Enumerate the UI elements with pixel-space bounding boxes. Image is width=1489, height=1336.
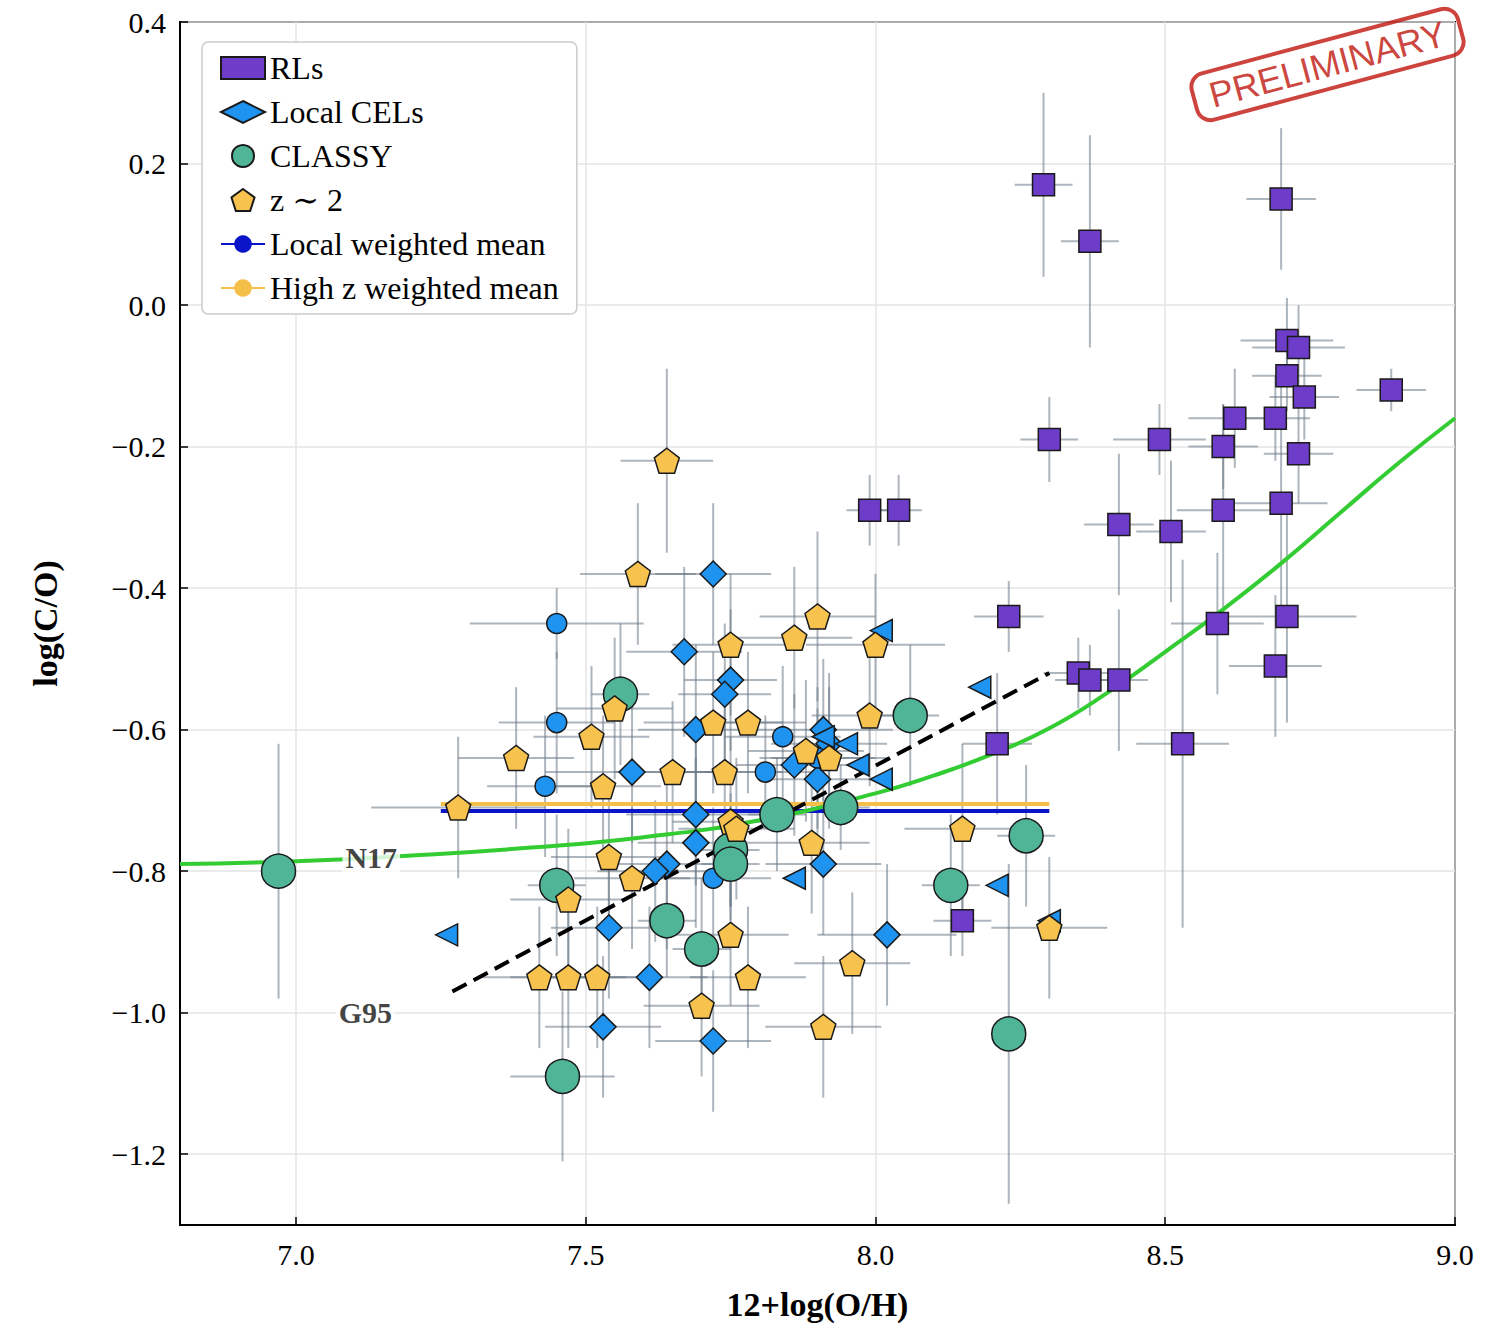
svg-text:−0.2: −0.2 (112, 430, 166, 463)
svg-text:Local weighted mean: Local weighted mean (270, 226, 545, 262)
svg-text:PRELIMINARY: PRELIMINARY (1205, 13, 1451, 116)
svg-text:0.0: 0.0 (129, 289, 167, 322)
svg-text:−0.4: −0.4 (112, 572, 166, 605)
svg-text:12+log(O/H): 12+log(O/H) (727, 1286, 909, 1324)
svg-text:−1.2: −1.2 (112, 1138, 166, 1171)
svg-text:Local CELs: Local CELs (270, 94, 424, 130)
svg-text:G95: G95 (339, 996, 392, 1029)
svg-text:7.5: 7.5 (567, 1238, 605, 1271)
svg-text:7.0: 7.0 (277, 1238, 315, 1271)
svg-text:CLASSY: CLASSY (270, 138, 393, 174)
svg-text:log(C/O): log(C/O) (27, 560, 65, 687)
svg-text:RLs: RLs (270, 50, 323, 86)
svg-text:High z weighted mean: High z weighted mean (270, 270, 559, 306)
svg-text:−1.0: −1.0 (112, 996, 166, 1029)
svg-text:0.4: 0.4 (129, 6, 167, 39)
svg-text:0.2: 0.2 (129, 147, 167, 180)
svg-text:9.0: 9.0 (1436, 1238, 1474, 1271)
svg-text:z ∼ 2: z ∼ 2 (270, 182, 343, 218)
svg-text:−0.8: −0.8 (112, 855, 166, 888)
svg-text:N17: N17 (345, 841, 397, 874)
svg-text:8.0: 8.0 (857, 1238, 895, 1271)
svg-text:−0.6: −0.6 (112, 713, 166, 746)
svg-text:8.5: 8.5 (1146, 1238, 1184, 1271)
